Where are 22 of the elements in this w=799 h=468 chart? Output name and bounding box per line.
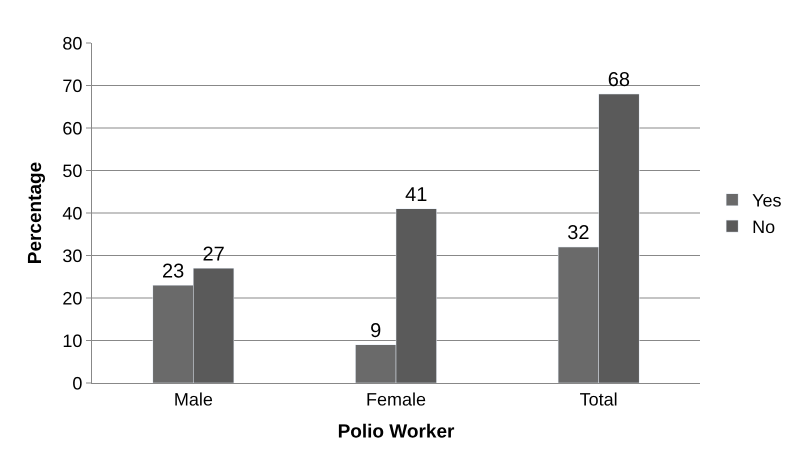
y-tick-label: 40 (62, 203, 82, 224)
data-label: 23 (162, 260, 184, 282)
data-label: 41 (405, 184, 428, 206)
legend-label: No (752, 217, 776, 238)
legend-label: Yes (752, 190, 782, 211)
y-tick-label: 50 (62, 160, 82, 181)
y-tick-label: 60 (62, 118, 82, 138)
y-tick-label: 0 (72, 373, 82, 394)
y-tick-label: 30 (62, 246, 82, 266)
data-label: 9 (370, 320, 382, 342)
y-tick-label: 80 (62, 33, 82, 54)
data-label: 68 (608, 69, 630, 91)
y-tick-label: 70 (62, 76, 82, 96)
y-tick-label: 20 (62, 288, 82, 308)
data-label: 32 (567, 222, 590, 244)
y-tick-label: 10 (62, 330, 82, 351)
x-axis-title: Polio Worker (338, 421, 456, 442)
x-tick-label: Female (366, 390, 426, 410)
x-tick-label: Male (174, 390, 213, 410)
data-label: 27 (202, 243, 225, 266)
x-tick-label: Total (580, 390, 618, 410)
y-axis-title: Percentage (25, 162, 46, 264)
